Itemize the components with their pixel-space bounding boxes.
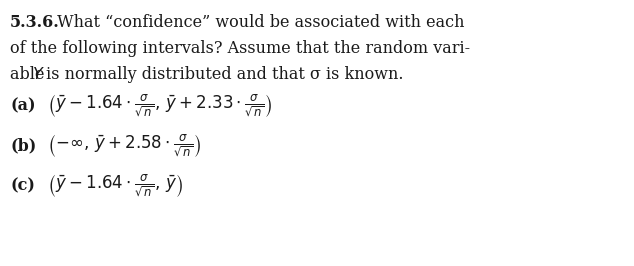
Text: of the following intervals? Assume that the random vari-: of the following intervals? Assume that … [10, 40, 470, 57]
Text: $\left(\bar{y} - 1.64 \cdot \frac{\sigma}{\sqrt{n}},\, \bar{y} + 2.33 \cdot \fra: $\left(\bar{y} - 1.64 \cdot \frac{\sigma… [47, 92, 272, 120]
Text: able: able [10, 66, 49, 83]
Text: (b): (b) [10, 138, 36, 155]
Text: What “confidence” would be associated with each: What “confidence” would be associated wi… [52, 14, 465, 31]
Text: 5.3.6.: 5.3.6. [10, 14, 60, 31]
Text: $\left(-\infty,\, \bar{y} + 2.58 \cdot \frac{\sigma}{\sqrt{n}}\right)$: $\left(-\infty,\, \bar{y} + 2.58 \cdot \… [47, 132, 201, 160]
Text: (c): (c) [10, 177, 35, 194]
Text: $\left(\bar{y} - 1.64 \cdot \frac{\sigma}{\sqrt{n}},\, \bar{y}\right)$: $\left(\bar{y} - 1.64 \cdot \frac{\sigma… [47, 172, 183, 200]
Text: (a): (a) [10, 98, 36, 114]
Text: $Y$: $Y$ [32, 66, 45, 83]
Text: is normally distributed and that σ is known.: is normally distributed and that σ is kn… [41, 66, 403, 83]
